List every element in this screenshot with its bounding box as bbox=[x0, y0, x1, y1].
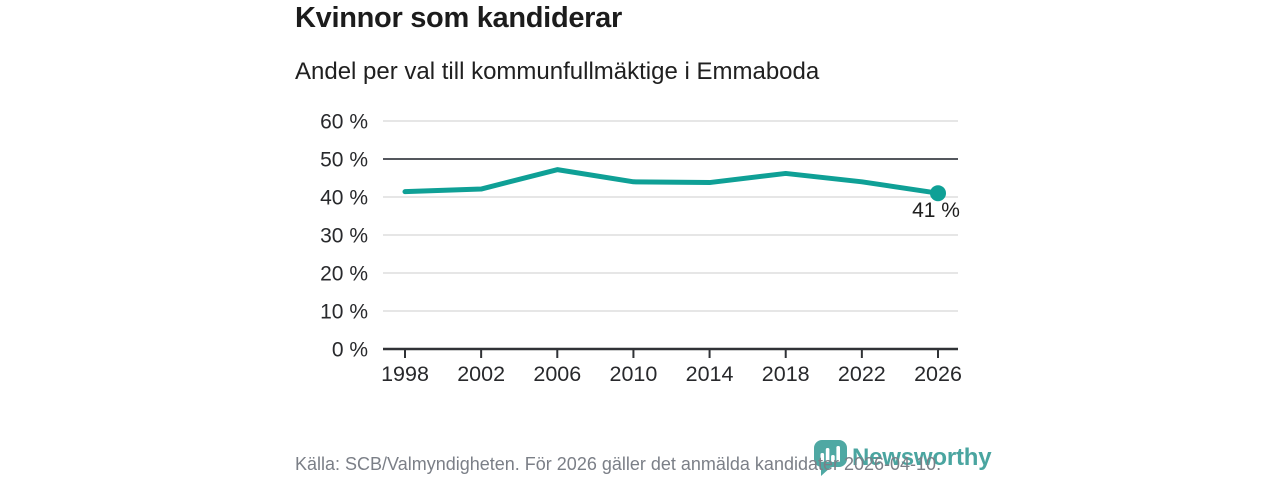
svg-text:30 %: 30 % bbox=[320, 225, 368, 248]
svg-text:2026: 2026 bbox=[914, 362, 962, 386]
svg-text:2006: 2006 bbox=[533, 362, 581, 386]
svg-text:40 %: 40 % bbox=[320, 187, 368, 210]
svg-text:1998: 1998 bbox=[381, 362, 429, 386]
svg-text:10 %: 10 % bbox=[320, 301, 368, 324]
svg-text:2002: 2002 bbox=[457, 362, 505, 386]
bar-chart-speech-bubble-icon bbox=[814, 440, 847, 476]
svg-text:0 %: 0 % bbox=[332, 339, 368, 362]
svg-text:2018: 2018 bbox=[762, 362, 810, 386]
chart-subtitle: Andel per val till kommunfullmäktige i E… bbox=[295, 58, 820, 85]
svg-text:2022: 2022 bbox=[838, 362, 886, 386]
newsworthy-logo-text: Newsworthy bbox=[852, 444, 992, 471]
source-note: Källa: SCB/Valmyndigheten. För 2026 gäll… bbox=[295, 454, 942, 474]
svg-text:60 %: 60 % bbox=[320, 111, 368, 134]
chart-title: Kvinnor som kandiderar bbox=[295, 2, 622, 34]
svg-text:41 %: 41 % bbox=[912, 199, 960, 222]
svg-text:50 %: 50 % bbox=[320, 149, 368, 172]
newsworthy-logo: Newsworthy bbox=[814, 440, 992, 476]
svg-text:20 %: 20 % bbox=[320, 263, 368, 286]
svg-text:2010: 2010 bbox=[610, 362, 658, 386]
svg-text:2014: 2014 bbox=[686, 362, 734, 386]
